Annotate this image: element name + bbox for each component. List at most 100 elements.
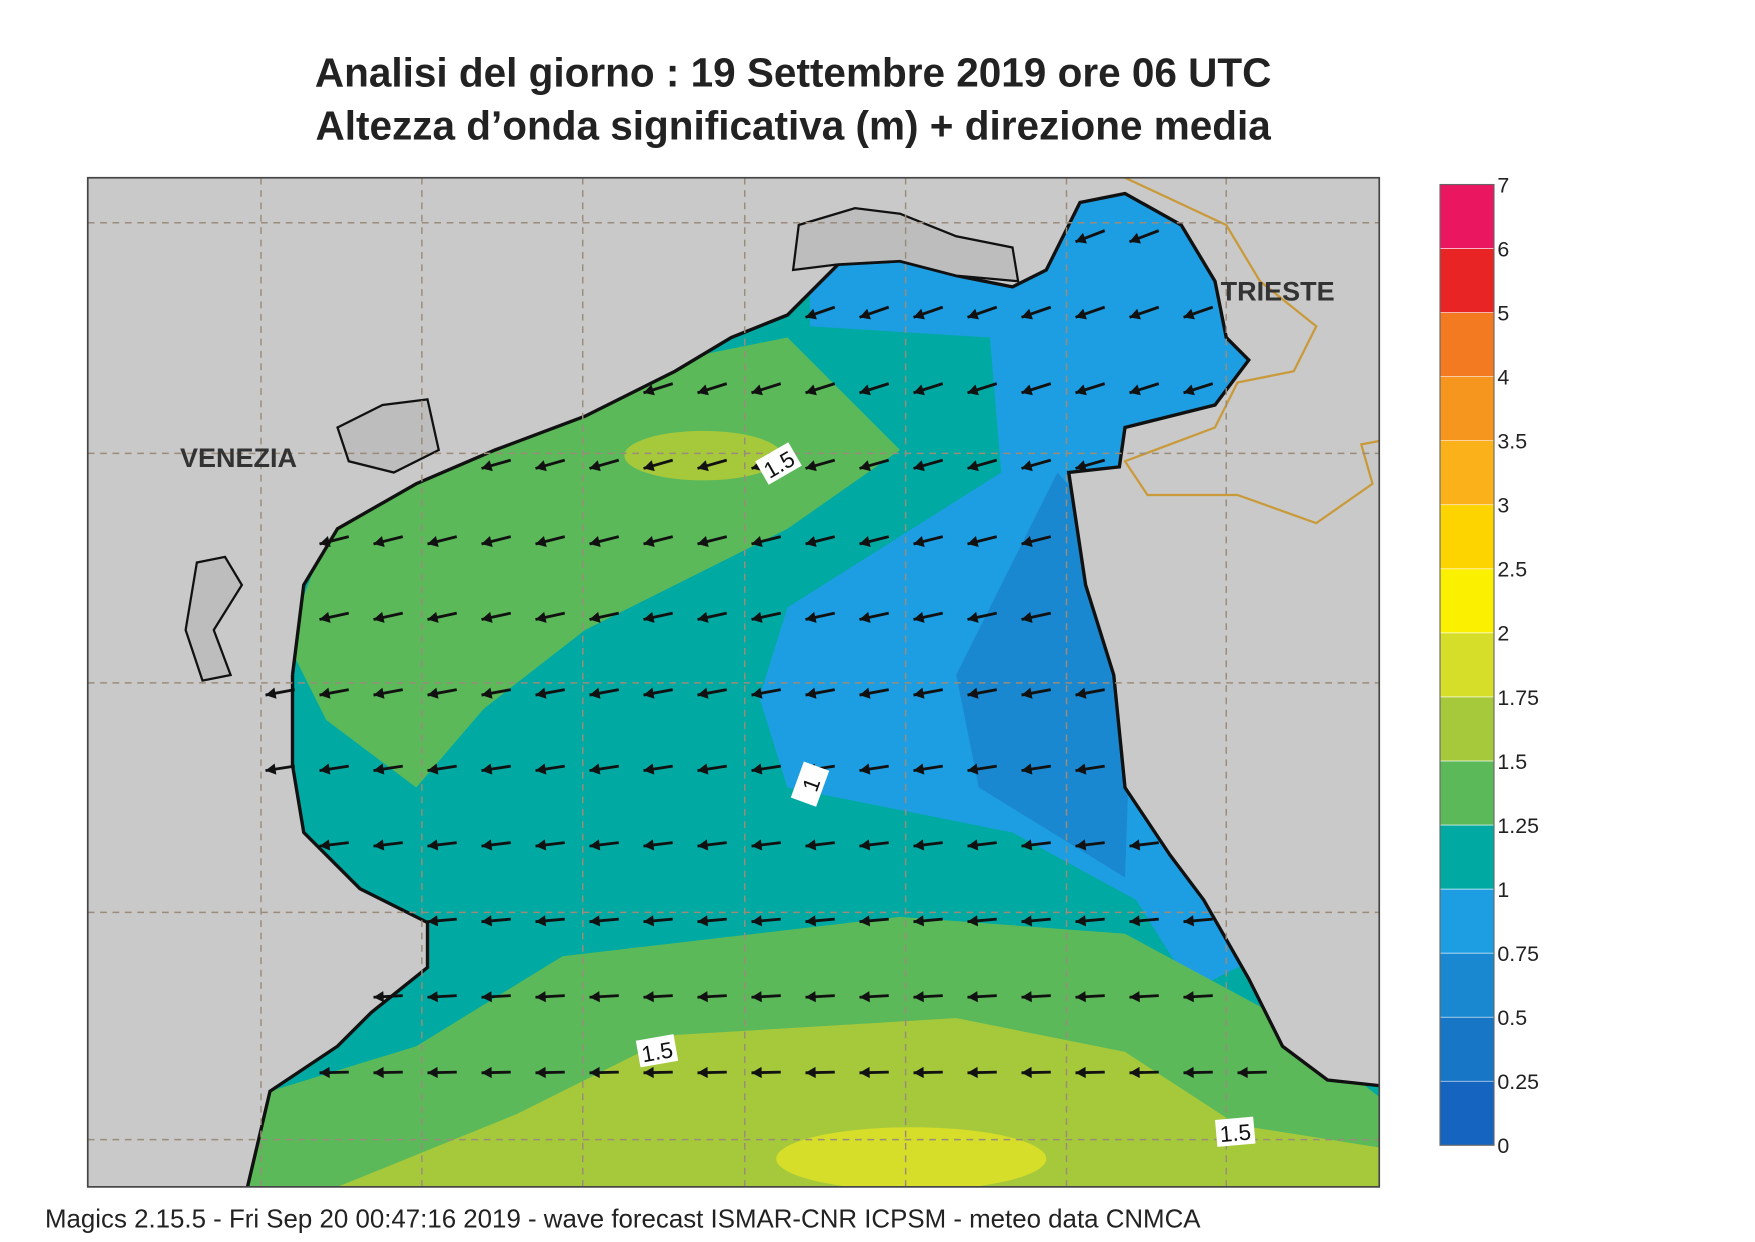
arrow-head [805,460,817,472]
arrow-head [589,536,601,547]
arrow-head [373,1066,384,1079]
arrow-head [859,687,871,699]
arrow-head [373,991,384,1003]
footer: Magics 2.15.5 - Fri Sep 20 00:47:16 2019… [45,1205,1201,1233]
arrow-head [967,915,979,927]
arrow-head [1075,839,1087,851]
arrow-head [589,687,601,699]
arrow-head [373,763,385,775]
arrow-head [589,460,601,472]
arrow-head [967,1066,978,1079]
legend-label: 7 [1497,173,1509,197]
arrow-head [589,1066,600,1079]
legend-swatch [1439,568,1495,634]
arrow-head [319,536,331,547]
legend-swatch [1439,440,1495,506]
wave-zone [337,1018,1380,1187]
legend-swatch [1439,760,1495,826]
legend-label: 0.25 [1497,1070,1539,1094]
arrow-head [751,687,763,699]
arrow-head [913,763,925,775]
coastline [245,191,1380,1187]
arrow-head [1129,915,1141,927]
arrow-head [1237,1066,1248,1079]
legend-swatch [1439,888,1495,954]
arrow-head [859,915,871,927]
arrow-head [373,611,385,623]
legend-label: 0.5 [1497,1006,1527,1030]
arrow-head [1021,915,1033,927]
legend-label: 1.25 [1497,814,1539,838]
arrow-head [319,1066,330,1079]
legend-label: 1.5 [1497,750,1527,774]
arrow-head [427,687,439,699]
legend-swatch [1439,312,1495,377]
arrow-head [1021,536,1033,547]
legend-label: 0.75 [1497,942,1539,966]
legend-label: 3 [1497,494,1509,518]
arrow-head [1021,839,1033,851]
arrow-head [1021,460,1033,472]
arrow-head [589,763,601,775]
arrow-head [751,1066,762,1079]
legend-swatch [1439,824,1495,890]
arrow-head [1183,384,1195,396]
legend-label: 2 [1497,622,1509,646]
arrow-head [805,839,817,851]
arrow-head [859,1066,870,1079]
arrow-head [805,611,817,623]
arrow-head [1129,384,1141,396]
arrow-head [805,536,817,547]
arrow-head [481,839,493,851]
legend-frame [1439,183,1495,1146]
arrow-head [1021,384,1033,396]
arrow-head [1021,763,1033,775]
arrow-head [805,384,817,396]
arrow-head [697,384,709,396]
legend-swatch [1439,952,1495,1018]
arrow-head [967,460,979,472]
arrow-head [427,915,439,927]
arrow-head [697,1066,708,1079]
arrow-head [427,611,439,623]
arrow-head [481,763,493,775]
arrow-head [967,991,978,1003]
arrow-head [1075,232,1087,244]
arrow-head [1183,991,1194,1003]
legend-label: 5 [1497,301,1509,325]
arrow-head [751,839,763,851]
arrow-head [751,991,762,1003]
arrow-head [967,308,979,320]
arrow-head [967,687,979,699]
arrow-head [265,687,277,699]
arrow-head [1075,308,1087,320]
arrow-head [913,687,925,699]
arrow-head [643,687,655,699]
arrow-head [643,384,655,396]
arrow-head [967,839,979,851]
arrow-head [967,384,979,396]
arrow-head [1075,687,1087,699]
arrow-head [589,611,601,623]
arrow-head [427,536,439,547]
arrow-head [319,611,331,623]
arrow-head [319,763,331,775]
arrow-head [535,536,547,547]
city-label: TRIESTE [1221,276,1335,306]
arrow-head [859,611,871,623]
city-label: VENEZIA [180,443,297,473]
arrow-head [751,763,763,775]
title: Analisi del giorno : 19 Settembre 2019 o… [315,50,1272,96]
arrow-head [1129,991,1140,1003]
arrow-head [805,687,817,699]
arrow-head [805,1066,816,1079]
arrow-head [427,1066,438,1079]
contour-label-box [755,442,802,485]
lagoon-land [184,206,1020,682]
arrow-head [805,991,816,1003]
arrow-head [535,1066,546,1079]
arrow-head [1075,1066,1086,1079]
subtitle: Altezza d’onda significativa (m) + direz… [315,103,1271,149]
legend-swatch [1439,248,1495,313]
